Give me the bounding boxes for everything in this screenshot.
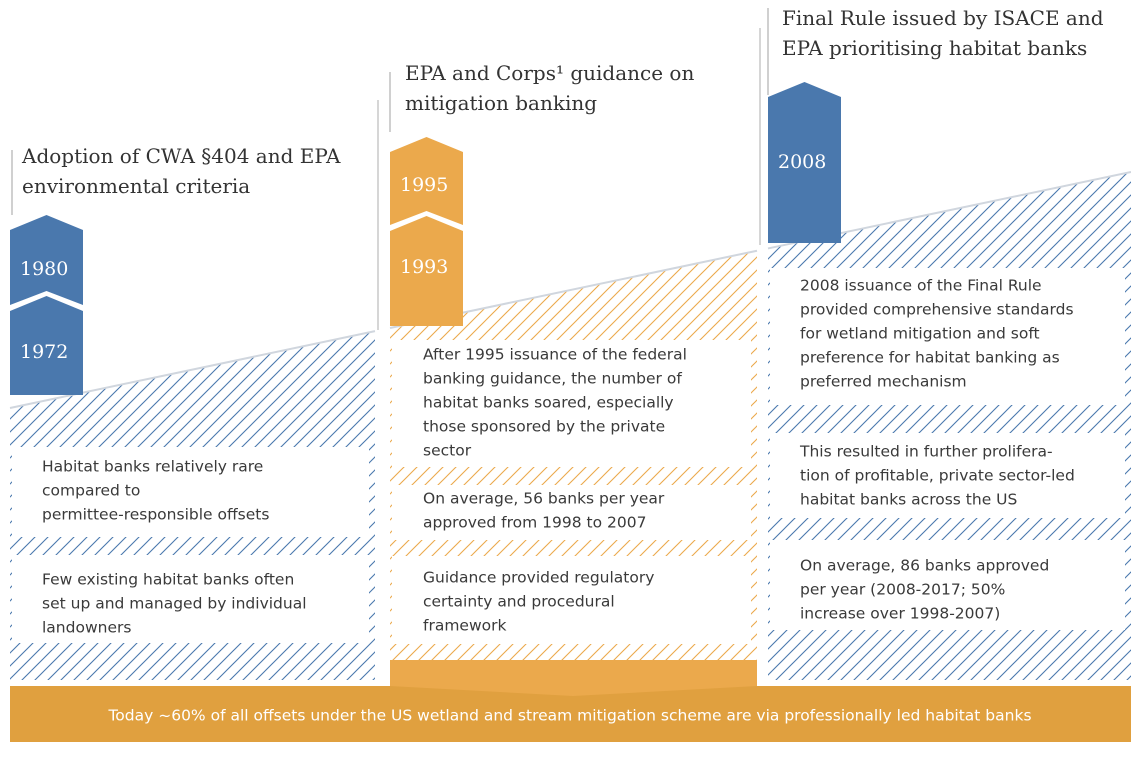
column-heading: EPA and Corps¹ guidance on [405, 61, 694, 85]
note-text: tion of profitable, private sector-led [800, 467, 1075, 485]
note-text: for wetland mitigation and soft [800, 325, 1040, 343]
note-box [392, 556, 751, 644]
year-arrow [390, 216, 463, 326]
note-text: Few existing habitat banks often [42, 571, 294, 589]
note-text: Habitat banks relatively rare [42, 458, 263, 476]
year-arrow [10, 215, 83, 305]
column-heading: EPA prioritising habitat banks [782, 36, 1087, 60]
year-label: 1980 [20, 258, 68, 280]
note-text: per year (2008-2017; 50% [800, 581, 1005, 599]
note-box [770, 540, 1125, 630]
year-label: 2008 [778, 151, 826, 173]
note-text: This resulted in further prolifera- [799, 443, 1053, 461]
banner-chevron [390, 686, 757, 696]
note-text: set up and managed by individual [42, 595, 307, 613]
note-text: On average, 56 banks per year [423, 490, 665, 508]
note-text: On average, 86 banks approved [800, 557, 1049, 575]
note-box [12, 555, 369, 643]
column-heading: mitigation banking [405, 91, 597, 115]
footer-text: Today ~60% of all offsets under the US w… [107, 707, 1031, 725]
slope-line [9, 330, 376, 409]
note-text: framework [423, 617, 506, 635]
note-text: preferred mechanism [800, 373, 967, 391]
column-heading: Adoption of CWA §404 and EPA [21, 144, 341, 168]
note-text: After 1995 issuance of the federal [423, 346, 687, 364]
note-text: Guidance provided regulatory [423, 569, 654, 587]
note-box [770, 433, 1125, 518]
note-text: habitat banks across the US [800, 491, 1017, 509]
note-text: banking guidance, the number of [423, 370, 682, 388]
year-label: 1972 [20, 341, 68, 363]
note-text: landowners [42, 619, 131, 637]
year-label: 1993 [400, 256, 448, 278]
tab [390, 660, 757, 688]
year-arrow [768, 82, 841, 243]
note-box [12, 447, 369, 537]
note-text: approved from 1998 to 2007 [423, 514, 646, 532]
column-heading: environmental criteria [22, 174, 250, 198]
year-arrow [390, 137, 463, 225]
year-label: 1995 [400, 174, 448, 196]
note-text: 2008 issuance of the Final Rule [800, 277, 1042, 295]
note-text: provided comprehensive standards [800, 301, 1074, 319]
note-box [392, 340, 751, 467]
note-text: certainty and procedural [423, 593, 615, 611]
note-text: permittee-responsible offsets [42, 506, 269, 524]
content: Adoption of CWA §404 and EPA environmenta… [9, 6, 1131, 742]
note-text: increase over 1998-2007) [800, 605, 1000, 623]
note-box [392, 485, 751, 540]
note-text: compared to [42, 482, 140, 500]
column-heading: Final Rule issued by ISACE and [782, 6, 1104, 30]
note-text: sector [423, 442, 472, 460]
note-text: habitat banks soared, especially [423, 394, 674, 412]
note-text: preference for habitat banking as [800, 349, 1060, 367]
note-text: those sponsored by the private [423, 418, 665, 436]
note-box [770, 268, 1125, 405]
year-arrow [10, 296, 83, 395]
